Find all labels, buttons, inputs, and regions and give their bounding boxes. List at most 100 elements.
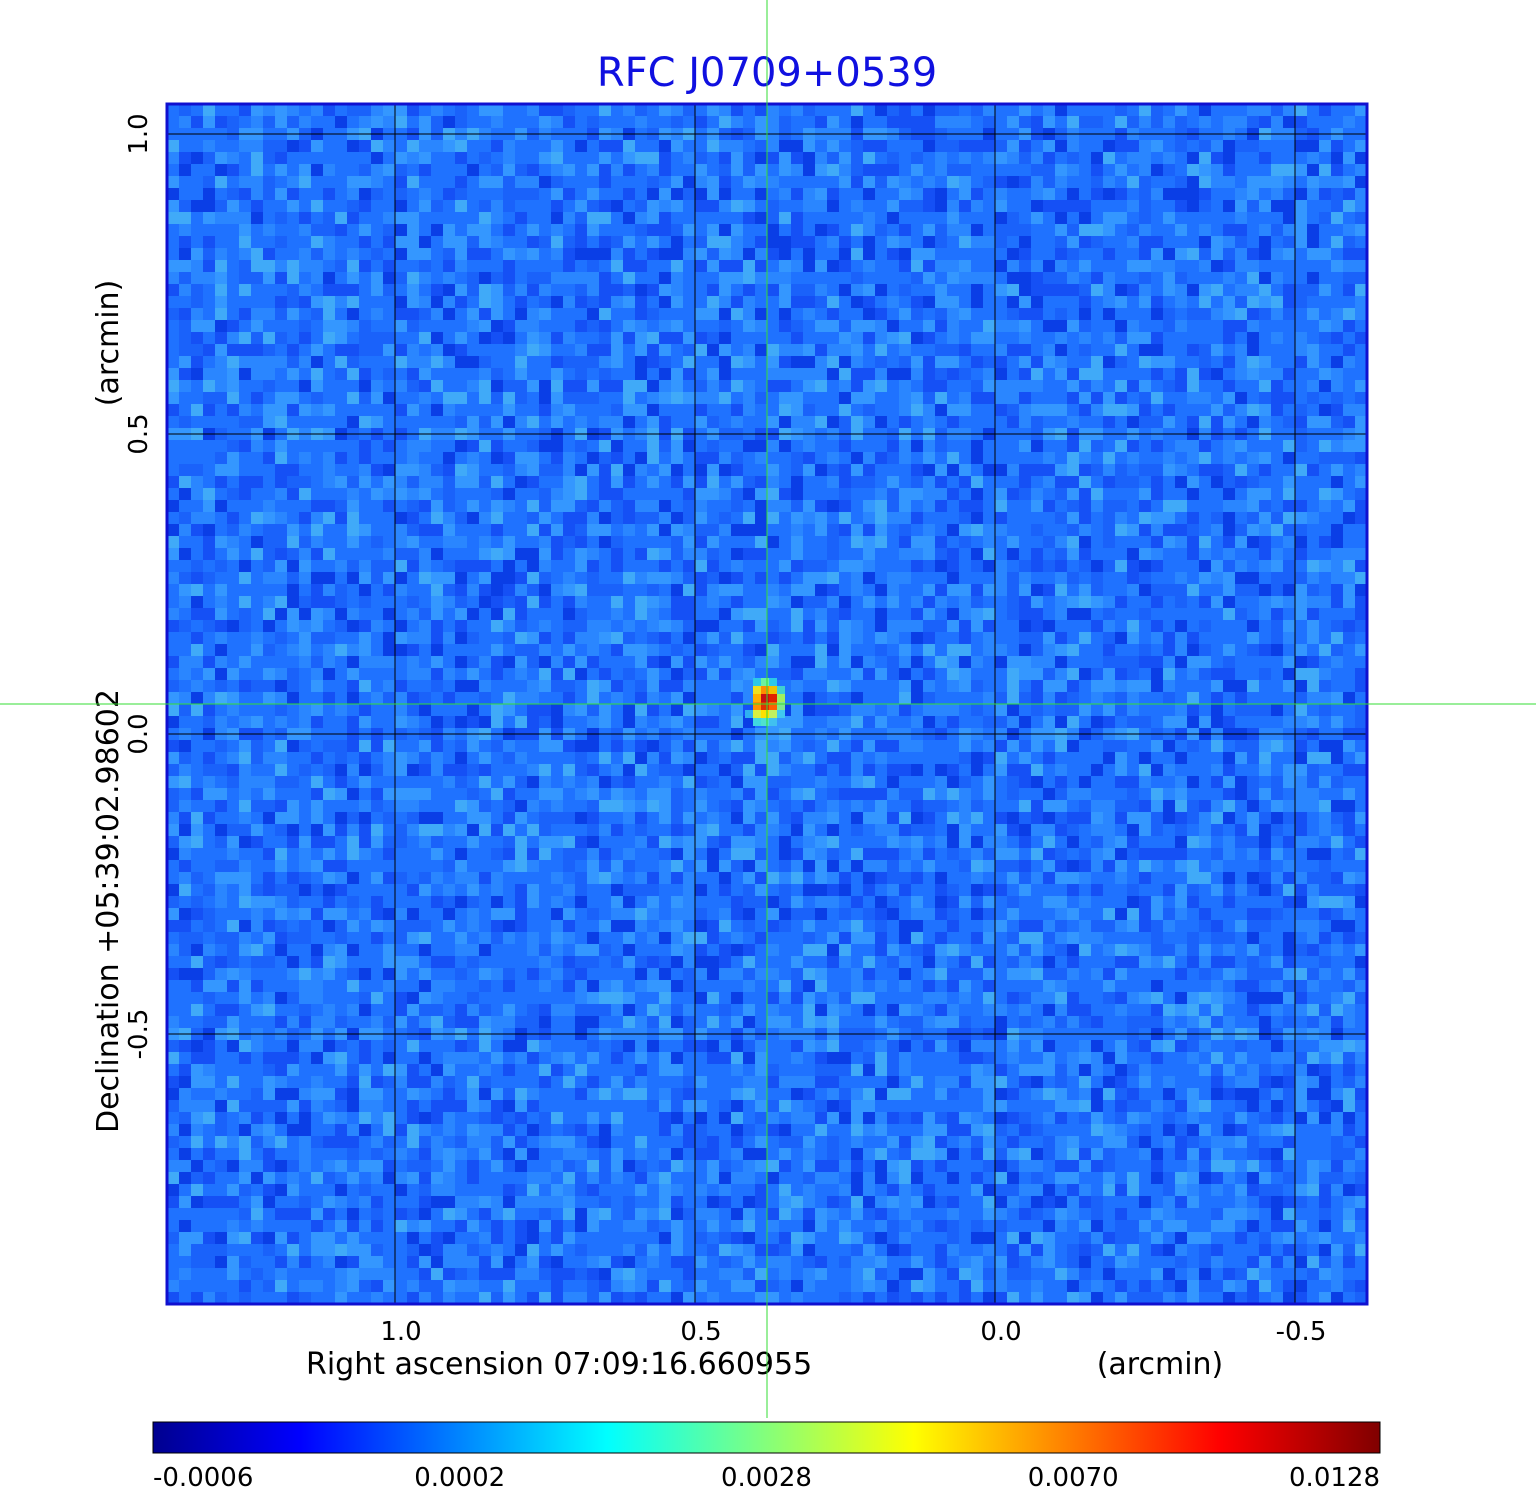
noise-pixel bbox=[1355, 200, 1367, 212]
noise-pixel bbox=[191, 812, 203, 824]
noise-pixel bbox=[719, 284, 731, 296]
noise-pixel bbox=[503, 404, 515, 416]
noise-pixel bbox=[551, 164, 563, 176]
noise-pixel bbox=[695, 308, 707, 320]
noise-pixel bbox=[431, 344, 443, 356]
noise-pixel bbox=[911, 680, 923, 692]
noise-pixel bbox=[203, 776, 215, 788]
noise-pixel bbox=[563, 116, 575, 128]
noise-pixel bbox=[623, 248, 635, 260]
noise-pixel bbox=[1319, 416, 1331, 428]
noise-pixel bbox=[1259, 848, 1271, 860]
noise-pixel bbox=[851, 632, 863, 644]
noise-pixel bbox=[323, 692, 335, 704]
noise-pixel bbox=[503, 224, 515, 236]
noise-pixel bbox=[311, 140, 323, 152]
noise-pixel bbox=[431, 824, 443, 836]
noise-pixel bbox=[167, 752, 179, 764]
noise-pixel bbox=[923, 296, 935, 308]
noise-pixel bbox=[1067, 968, 1079, 980]
noise-pixel bbox=[959, 368, 971, 380]
noise-pixel bbox=[923, 1016, 935, 1028]
noise-pixel bbox=[1187, 536, 1199, 548]
noise-pixel bbox=[695, 200, 707, 212]
noise-pixel bbox=[995, 224, 1007, 236]
noise-pixel bbox=[1127, 632, 1139, 644]
noise-pixel bbox=[887, 740, 899, 752]
noise-pixel bbox=[743, 296, 755, 308]
noise-pixel bbox=[935, 908, 947, 920]
noise-pixel bbox=[551, 368, 563, 380]
noise-pixel bbox=[1103, 332, 1115, 344]
noise-pixel bbox=[407, 824, 419, 836]
noise-pixel bbox=[731, 752, 743, 764]
noise-pixel bbox=[683, 152, 695, 164]
noise-pixel bbox=[455, 596, 467, 608]
noise-pixel bbox=[1211, 284, 1223, 296]
noise-pixel bbox=[1127, 692, 1139, 704]
noise-pixel bbox=[683, 344, 695, 356]
noise-pixel bbox=[539, 848, 551, 860]
noise-pixel bbox=[575, 584, 587, 596]
noise-pixel bbox=[395, 116, 407, 128]
noise-pixel bbox=[515, 716, 527, 728]
noise-pixel bbox=[347, 536, 359, 548]
noise-pixel bbox=[1067, 824, 1079, 836]
noise-pixel bbox=[371, 656, 383, 668]
noise-pixel bbox=[491, 308, 503, 320]
noise-pixel bbox=[311, 236, 323, 248]
noise-pixel bbox=[527, 968, 539, 980]
noise-pixel bbox=[599, 332, 611, 344]
noise-pixel bbox=[1103, 704, 1115, 716]
noise-pixel bbox=[359, 344, 371, 356]
noise-pixel bbox=[1307, 872, 1319, 884]
noise-pixel bbox=[755, 884, 767, 896]
noise-pixel bbox=[827, 872, 839, 884]
noise-pixel bbox=[707, 188, 719, 200]
noise-pixel bbox=[923, 404, 935, 416]
noise-pixel bbox=[203, 116, 215, 128]
noise-pixel bbox=[971, 872, 983, 884]
noise-pixel bbox=[275, 716, 287, 728]
noise-pixel bbox=[587, 200, 599, 212]
noise-pixel bbox=[1055, 512, 1067, 524]
noise-pixel bbox=[695, 992, 707, 1004]
noise-pixel bbox=[1283, 116, 1295, 128]
noise-pixel bbox=[1331, 200, 1343, 212]
noise-pixel bbox=[263, 620, 275, 632]
noise-pixel bbox=[587, 764, 599, 776]
noise-pixel bbox=[659, 356, 671, 368]
noise-pixel bbox=[1319, 320, 1331, 332]
noise-pixel bbox=[407, 272, 419, 284]
noise-pixel bbox=[1295, 548, 1307, 560]
noise-pixel bbox=[803, 656, 815, 668]
noise-pixel bbox=[839, 956, 851, 968]
noise-pixel bbox=[1139, 356, 1151, 368]
noise-pixel bbox=[1151, 896, 1163, 908]
noise-pixel bbox=[275, 992, 287, 1004]
noise-pixel bbox=[1331, 476, 1343, 488]
noise-pixel bbox=[311, 512, 323, 524]
noise-pixel bbox=[479, 284, 491, 296]
noise-pixel bbox=[647, 248, 659, 260]
noise-pixel bbox=[335, 932, 347, 944]
noise-pixel bbox=[671, 896, 683, 908]
noise-pixel bbox=[287, 560, 299, 572]
noise-pixel bbox=[551, 356, 563, 368]
noise-pixel bbox=[731, 248, 743, 260]
noise-pixel bbox=[575, 656, 587, 668]
noise-pixel bbox=[1187, 704, 1199, 716]
noise-pixel bbox=[887, 488, 899, 500]
noise-pixel bbox=[335, 344, 347, 356]
noise-pixel bbox=[455, 392, 467, 404]
noise-pixel bbox=[719, 608, 731, 620]
noise-pixel bbox=[695, 956, 707, 968]
noise-pixel bbox=[503, 584, 515, 596]
noise-pixel bbox=[899, 920, 911, 932]
noise-pixel bbox=[443, 632, 455, 644]
noise-pixel bbox=[851, 224, 863, 236]
noise-pixel bbox=[767, 284, 779, 296]
noise-pixel bbox=[383, 656, 395, 668]
noise-pixel bbox=[635, 212, 647, 224]
noise-pixel bbox=[647, 680, 659, 692]
